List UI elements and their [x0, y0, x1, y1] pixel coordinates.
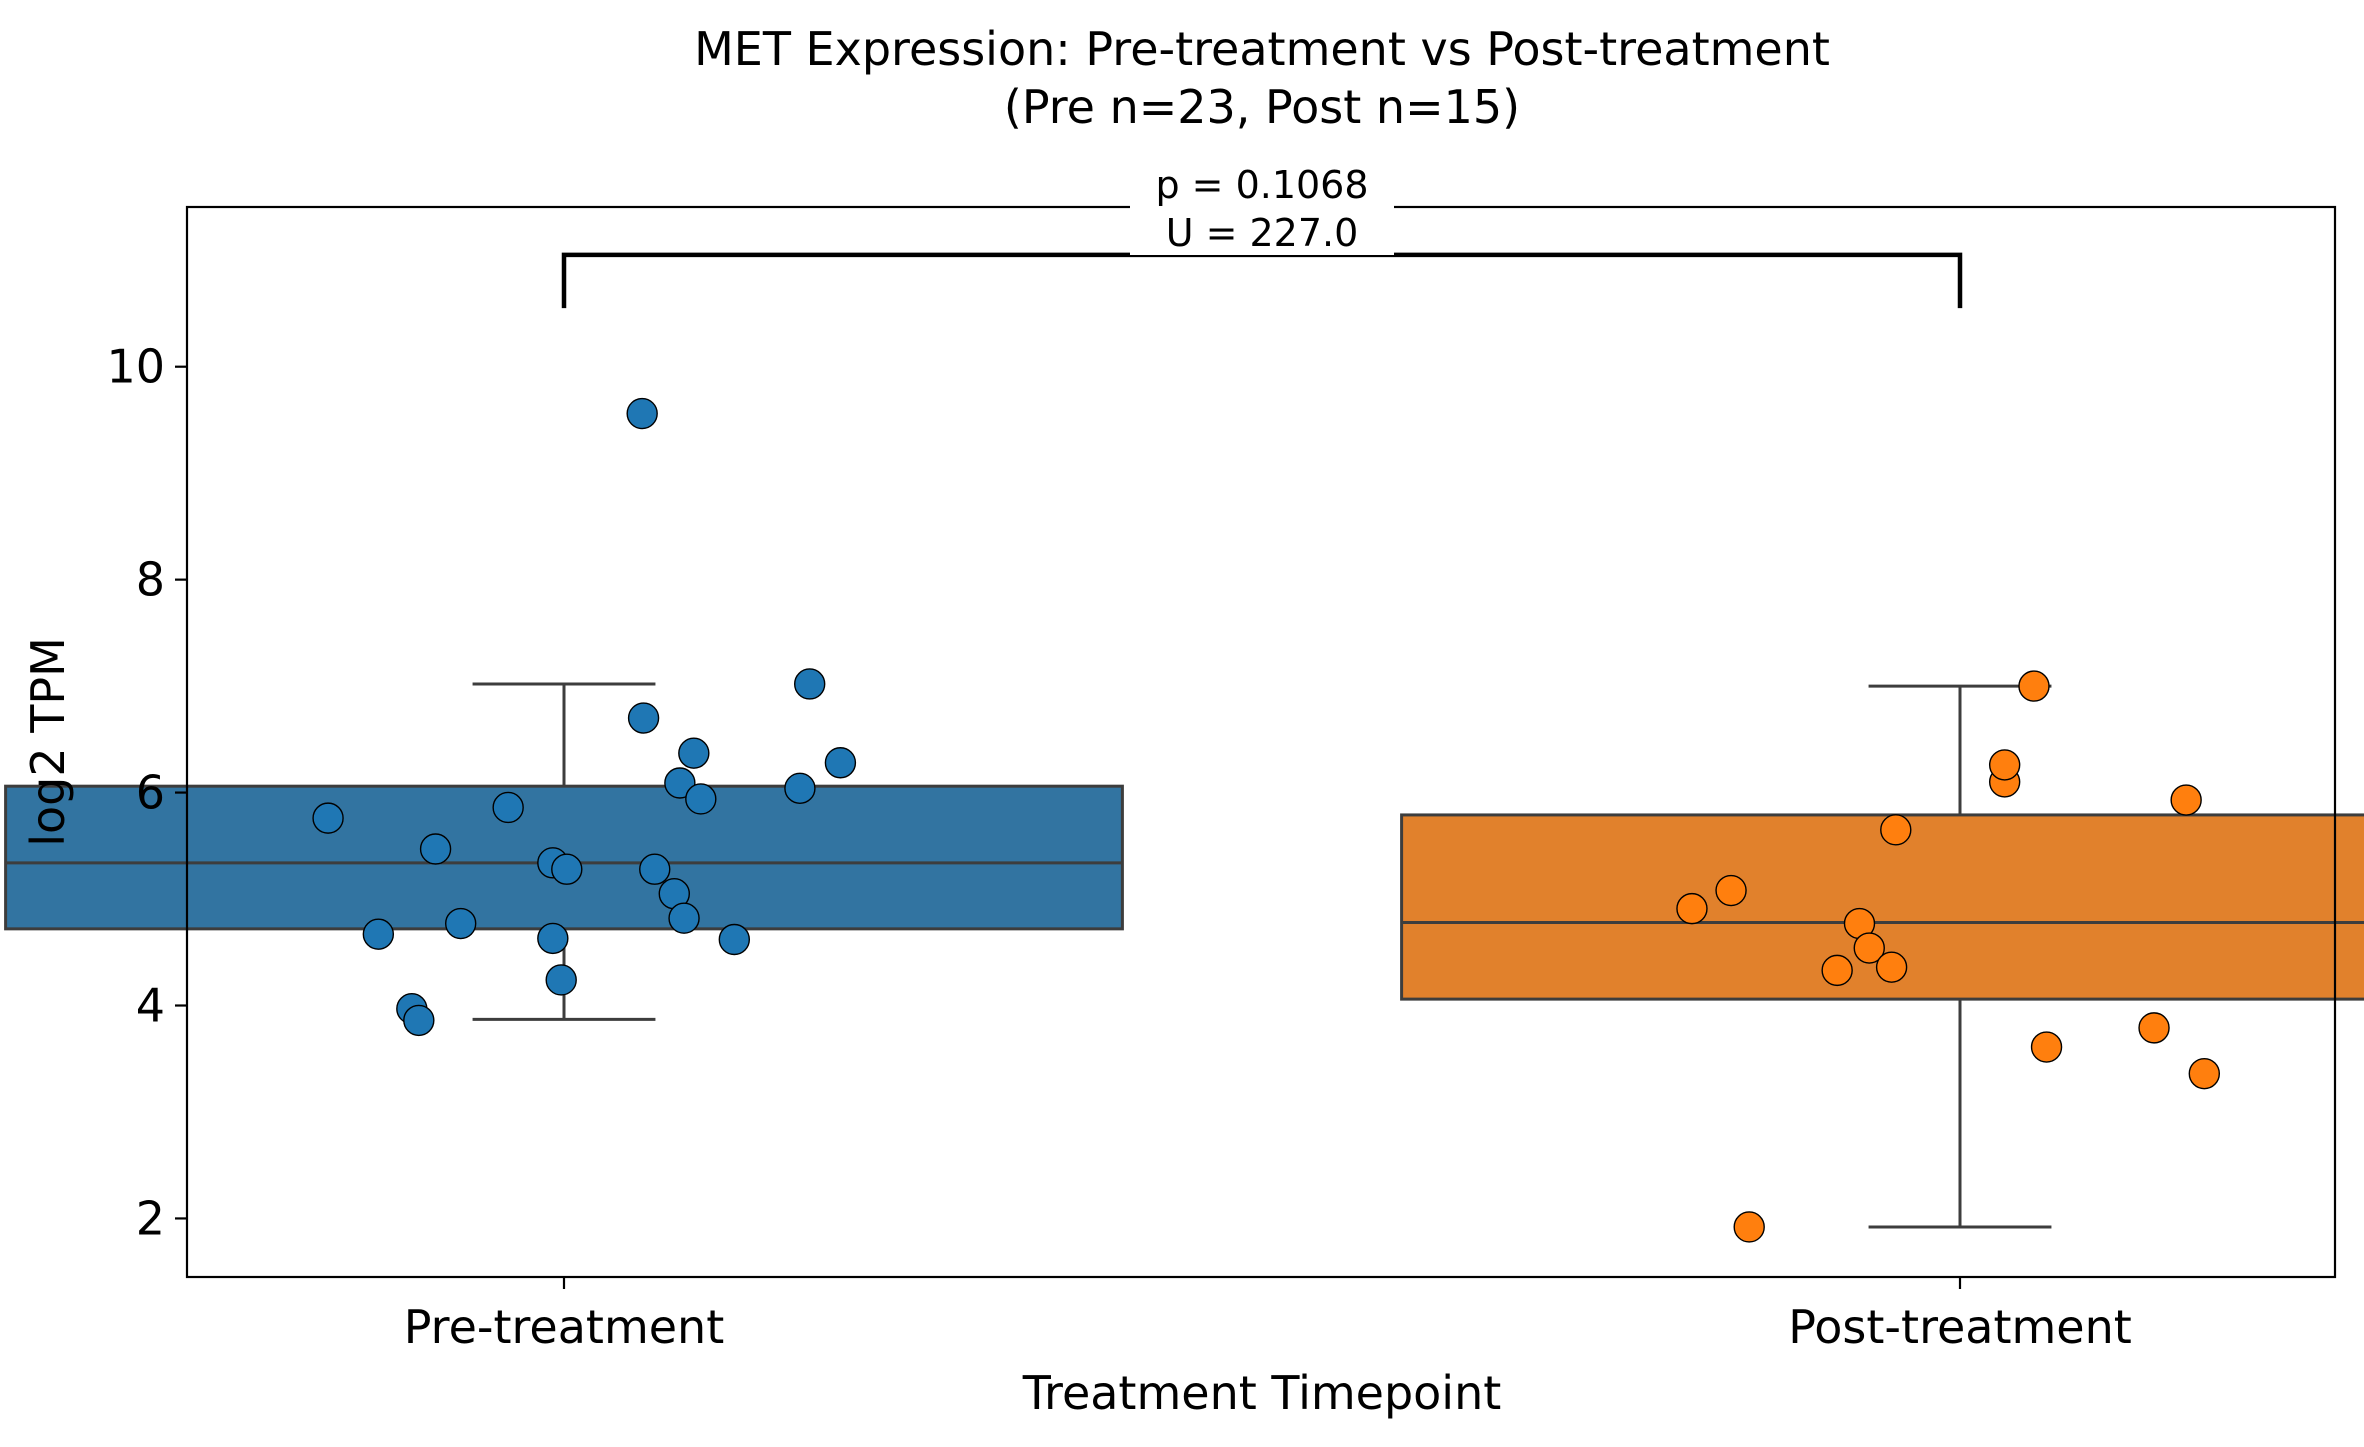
y-axis-label: log2 TPM — [21, 637, 75, 847]
data-point — [492, 791, 524, 824]
data-point — [2018, 670, 2050, 702]
data-point — [664, 767, 696, 799]
data-point — [2030, 1031, 2063, 1063]
data-point — [626, 397, 658, 430]
data-point — [362, 918, 395, 950]
data-point — [824, 747, 857, 779]
data-point — [2138, 1012, 2170, 1044]
data-point — [545, 964, 577, 996]
data-point — [1880, 814, 1912, 846]
data-point — [403, 1004, 435, 1037]
u-statistic-label: U = 227.0 — [1166, 211, 1359, 255]
p-value-label: p = 0.1068 — [1155, 163, 1368, 207]
data-point — [627, 702, 660, 734]
chart-title: MET Expression: Pre-treatment vs Post-tr… — [694, 22, 1830, 76]
x-axis: Pre-treatment Post-treatment — [404, 1277, 2132, 1354]
data-point — [784, 772, 816, 805]
data-point — [678, 737, 710, 769]
series-pre-treatment — [4, 397, 1124, 1037]
data-point — [1676, 892, 1708, 925]
y-tick-label: 6 — [136, 766, 165, 820]
data-point — [1733, 1211, 1765, 1243]
annotation-background — [1130, 203, 1394, 255]
data-point — [444, 907, 477, 940]
data-point — [1853, 932, 1885, 964]
data-point — [718, 923, 751, 956]
chart-subtitle: (Pre n=23, Post n=15) — [1004, 80, 1520, 134]
plot-area — [4, 397, 2364, 1243]
data-point — [2188, 1057, 2221, 1090]
data-point — [312, 802, 344, 834]
data-point — [419, 833, 452, 865]
data-point — [1988, 749, 2021, 781]
data-point — [1821, 954, 1853, 987]
data-point — [685, 783, 717, 815]
data-point — [537, 922, 569, 955]
data-point — [2170, 784, 2202, 816]
y-tick-label: 4 — [136, 979, 165, 1033]
y-tick-label: 8 — [136, 553, 165, 607]
y-tick-label: 2 — [136, 1191, 165, 1245]
data-point — [1875, 951, 1908, 983]
x-axis-label: Treatment Timepoint — [1022, 1366, 1502, 1420]
data-point — [793, 668, 826, 700]
y-tick-label: 10 — [106, 340, 165, 394]
x-tick-label: Pre-treatment — [404, 1300, 725, 1354]
data-point — [639, 853, 671, 885]
series-post-treatment — [1400, 670, 2364, 1243]
data-point — [668, 902, 700, 934]
y-axis: 2 4 6 8 10 — [106, 340, 187, 1245]
data-point — [551, 853, 583, 885]
x-tick-label: Post-treatment — [1788, 1300, 2132, 1354]
data-point — [1715, 874, 1747, 907]
